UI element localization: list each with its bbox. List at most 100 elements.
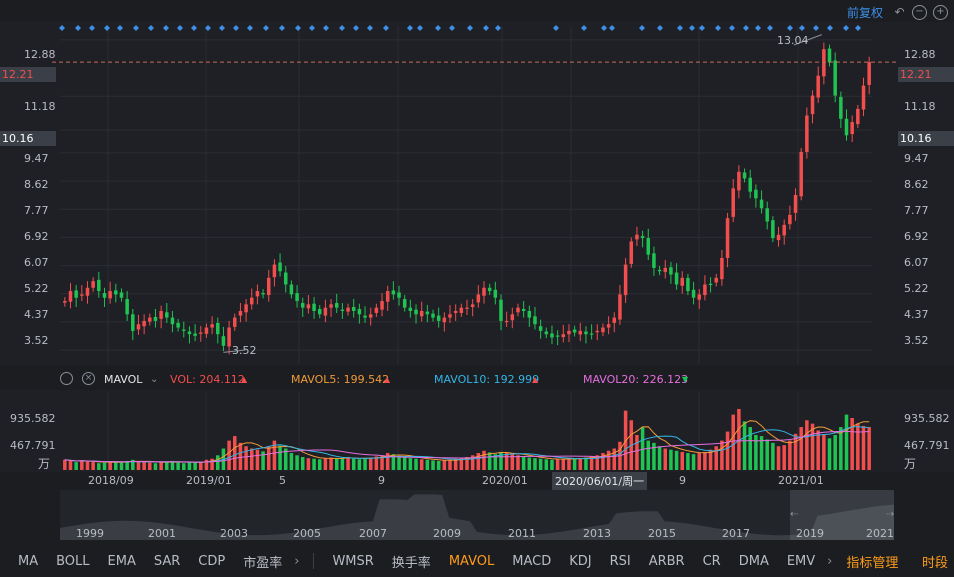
volume-bar (612, 448, 617, 470)
event-marker-icon (699, 25, 705, 31)
volume-bar (233, 436, 237, 470)
volume-bar (572, 458, 577, 470)
volume-bar (504, 453, 509, 470)
candle-body (63, 301, 67, 303)
volume-tick: 935.582 (904, 412, 950, 425)
candle-body (436, 315, 441, 321)
volume-bar (584, 457, 588, 470)
volume-bar (170, 460, 175, 470)
tab-boll[interactable]: BOLL (56, 553, 90, 569)
event-marker-icon (495, 25, 501, 31)
event-marker-icon (339, 25, 345, 31)
candle-body (227, 327, 231, 347)
chevron-right-icon[interactable]: › (294, 553, 300, 569)
candle-body (584, 331, 588, 335)
candle-body (74, 290, 78, 298)
candle-body (714, 277, 718, 283)
volume-bar (266, 446, 271, 470)
tab-pe[interactable]: 市盈率 (243, 555, 283, 571)
period-button[interactable]: 时段 (921, 555, 948, 571)
volume-bar (74, 462, 78, 470)
volume-bar (97, 463, 101, 470)
time-tick: 9 (378, 474, 385, 487)
tab-arbr[interactable]: ARBR (648, 553, 685, 569)
tab-sar[interactable]: SAR (153, 553, 181, 569)
candle-body (385, 291, 390, 302)
volume-bar (771, 442, 775, 470)
event-marker-icon (75, 25, 81, 31)
candle-body (306, 304, 311, 309)
undo-icon[interactable]: ↶ (894, 4, 905, 19)
volume-bar (312, 458, 316, 470)
candle-body (521, 308, 526, 311)
time-tick: 9 (679, 474, 686, 487)
volume-bar (102, 462, 107, 470)
candle-body (238, 310, 243, 316)
tab-turnover[interactable]: 换手率 (391, 555, 431, 571)
volume-bar (589, 456, 594, 470)
candle-body (533, 316, 537, 325)
mavol20-value: MAVOL20: 226.123 (583, 372, 689, 386)
tab-macd[interactable]: MACD (512, 553, 552, 569)
tab-cdp[interactable]: CDP (198, 553, 226, 569)
navigator-year: 2009 (433, 527, 461, 540)
indicator-name[interactable]: MAVOL (104, 372, 143, 386)
tab-rsi[interactable]: RSI (609, 553, 631, 569)
candle-body (708, 283, 713, 286)
volume-bar (555, 459, 560, 470)
volume-bar (323, 458, 328, 470)
navigator-left-handle-icon[interactable]: ⇠ (790, 509, 799, 520)
volume-bar (839, 427, 843, 470)
navigator-right-handle-icon[interactable]: ⇢ (886, 509, 895, 520)
candle-body (493, 289, 498, 298)
tab-kdj[interactable]: KDJ (569, 553, 592, 569)
volume-bar (703, 451, 707, 470)
candle-body (861, 85, 866, 110)
tab-wmsr[interactable]: WMSR (332, 553, 374, 569)
chevron-right-icon[interactable]: › (827, 553, 833, 569)
volume-bar (861, 425, 866, 470)
candle-body (657, 269, 662, 272)
tab-ema[interactable]: EMA (107, 553, 136, 569)
volume-bar (493, 454, 498, 470)
tab-dma[interactable]: DMA (738, 553, 769, 569)
mavol20-down-arrow-icon: ▼ (682, 374, 689, 384)
navigator-year: 2017 (722, 527, 750, 540)
candle-body (68, 291, 73, 302)
tab-cr[interactable]: CR (702, 553, 721, 569)
volume-bar (153, 463, 158, 470)
settings-icon[interactable] (60, 372, 73, 385)
candle-body (703, 284, 707, 296)
candle-body (131, 314, 135, 331)
candle-body (805, 115, 809, 152)
zoom-out-icon[interactable]: − (912, 4, 927, 20)
candle-body (499, 299, 503, 321)
candle-body (351, 307, 356, 311)
candle-body (204, 327, 209, 334)
candle-body (278, 262, 282, 272)
volume-bar (652, 442, 656, 470)
stock-chart[interactable] (0, 0, 954, 545)
tab-mavol[interactable]: MAVOL (448, 553, 495, 569)
adjust-mode-button[interactable]: 前复权 (846, 5, 883, 20)
event-marker-icon (813, 25, 819, 31)
volume-bar (822, 434, 826, 470)
volume-bar (657, 446, 662, 470)
volume-bar (470, 455, 475, 470)
high-annotation: 13.04 (777, 34, 809, 47)
candle-body (142, 320, 146, 327)
navigator-selection (790, 490, 894, 540)
volume-bar (249, 448, 254, 470)
tab-ma[interactable]: MA (18, 553, 39, 569)
close-icon[interactable]: × (82, 372, 95, 385)
candle-body (510, 314, 515, 321)
volume-bar (204, 459, 209, 470)
candle-body (776, 234, 781, 241)
tab-emv[interactable]: EMV (786, 553, 816, 569)
volume-bar (516, 455, 520, 470)
zoom-in-icon[interactable]: + (933, 4, 948, 20)
candle-body (827, 48, 832, 63)
chevron-down-icon[interactable]: ⌄ (150, 373, 159, 385)
indicator-manage-button[interactable]: 指标管理 (846, 555, 899, 571)
volume-bar (351, 458, 356, 470)
